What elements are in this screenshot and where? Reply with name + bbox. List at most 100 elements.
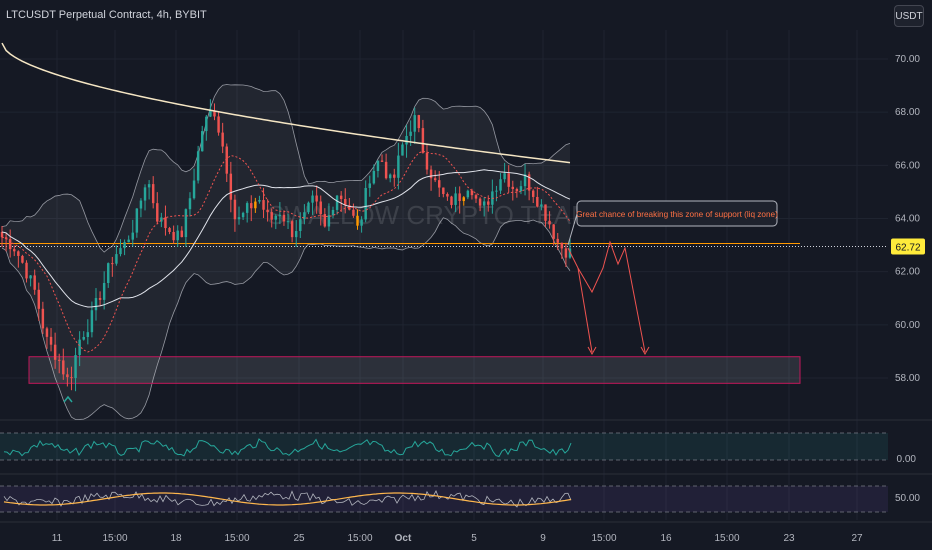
candle-body [66, 374, 69, 378]
candle-body [540, 204, 543, 207]
candle-body [25, 262, 28, 279]
candle-body [156, 203, 159, 222]
candle-body [29, 275, 32, 279]
candle-body [201, 131, 204, 152]
time-tick-label: 15:00 [347, 533, 372, 544]
candle-body [143, 187, 147, 201]
candle-body [393, 174, 396, 178]
candle-body [454, 193, 457, 205]
candle-body [74, 355, 77, 379]
time-tick-label: 18 [170, 533, 182, 544]
candle-body [168, 228, 171, 232]
ma-mid [1, 169, 571, 308]
candle-body [102, 282, 106, 300]
time-tick-label: 15:00 [591, 533, 616, 544]
candle-body [274, 215, 278, 220]
candle-body [86, 332, 90, 337]
candle-body [446, 194, 449, 197]
candle-body [327, 215, 331, 227]
grid [0, 30, 932, 523]
candle-body [438, 180, 441, 188]
arrowhead-icon [640, 346, 650, 356]
projected-path [567, 240, 650, 356]
candle-body [225, 146, 228, 174]
candle-body [482, 201, 486, 206]
time-tick-label: 23 [783, 533, 795, 544]
candle-body [131, 232, 134, 240]
candle-body [401, 144, 404, 156]
low-marker-icon [63, 395, 73, 403]
candle-body [323, 214, 327, 227]
candle-body [53, 344, 57, 360]
candle-body [21, 255, 24, 263]
osc2-axis-label: 50.00 [895, 493, 920, 504]
candle-body [270, 212, 273, 220]
price-tick-label: 68.00 [895, 107, 920, 118]
candle-body [397, 155, 400, 178]
annotation-text: Great chance of breaking this zone of su… [576, 210, 778, 219]
candle-body [352, 209, 355, 216]
candle-body [458, 193, 461, 202]
candle-body [245, 203, 249, 213]
candle-body [344, 199, 347, 206]
moving-averages [1, 42, 571, 353]
watermark-layer: SWALLOW CRYPTO TEAM [267, 200, 593, 230]
price-tick-label: 70.00 [895, 54, 920, 65]
time-tick-label: 15:00 [102, 533, 127, 544]
candle-body [531, 190, 535, 197]
candle-body [172, 231, 175, 241]
osc1-band [0, 433, 888, 460]
candle-body [205, 116, 208, 132]
candle-body [90, 310, 94, 333]
support-zone-rect [28, 356, 801, 384]
band-lower [1, 217, 571, 420]
candle-body [466, 190, 470, 198]
candle-body [111, 263, 114, 265]
candle-body [368, 183, 371, 188]
chart-title: LTCUSDT Perpetual Contract, 4h, BYBIT [6, 9, 207, 21]
last-price-badge [891, 238, 925, 255]
candle-body [209, 110, 212, 117]
candle-body [335, 195, 339, 210]
candle-body [360, 219, 363, 226]
last-price-label: 62.72 [895, 243, 920, 254]
candle-body [49, 336, 53, 345]
candle-body [499, 179, 502, 191]
price-tick-label: 66.00 [895, 160, 920, 171]
candle-body [511, 186, 515, 190]
candle-body [552, 224, 555, 239]
candle-body [409, 131, 412, 136]
candle-body [527, 174, 531, 191]
candle-body [384, 161, 388, 179]
candle-body [41, 308, 45, 329]
candle-body [405, 135, 408, 145]
candle-body [299, 219, 302, 232]
candle-body [478, 198, 482, 206]
candle-body [356, 215, 359, 226]
time-tick-label: Oct [395, 533, 412, 544]
candle-body [311, 195, 314, 203]
candle-body [233, 199, 237, 220]
band-upper [1, 84, 571, 253]
price-tick-label: 62.00 [895, 267, 920, 278]
candle-body [221, 132, 224, 147]
candle-body [123, 242, 126, 249]
time-tick-label: 15:00 [714, 533, 739, 544]
candle-body [503, 173, 506, 180]
osc1-line [3, 438, 572, 458]
time-axis: 11 15:00 18 15:00 25 15:00 Oct 5 9 15:00 16 15:00 23… [52, 533, 863, 544]
time-tick-label: 5 [471, 533, 477, 544]
oscillator-1-pane: 0.00 [0, 432, 917, 465]
candle-body [17, 251, 20, 256]
currency-button[interactable]: USDT [894, 5, 924, 27]
candle-body [470, 190, 474, 196]
candle-body [331, 209, 335, 216]
candle-body [139, 200, 143, 209]
candle-body [237, 217, 241, 220]
candle-body [388, 174, 392, 179]
osc1-axis-label: 0.00 [897, 454, 917, 465]
candle-body [286, 221, 290, 223]
candle-body [462, 197, 465, 202]
projection-line [567, 240, 646, 353]
